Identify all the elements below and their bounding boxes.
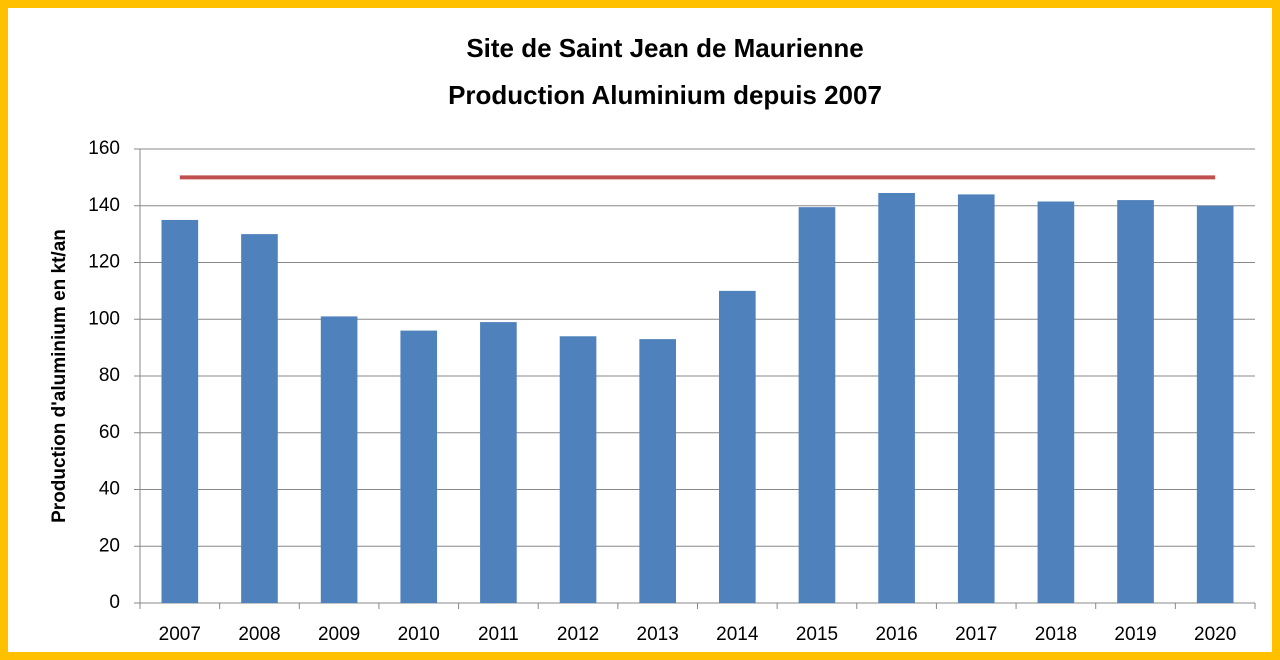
bar [161, 219, 199, 603]
bar [320, 316, 358, 603]
x-tick-label: 2013 [637, 624, 679, 645]
bar [559, 336, 597, 603]
bar [1196, 205, 1234, 603]
x-tick-label: 2012 [557, 624, 599, 645]
y-tick-label: 20 [99, 535, 120, 556]
y-tick-label: 160 [88, 138, 120, 159]
bar [400, 330, 438, 603]
x-tick-label: 2019 [1114, 624, 1156, 645]
y-tick-label: 120 [88, 252, 120, 273]
y-tick-label: 40 [99, 479, 120, 500]
bar [639, 339, 676, 603]
x-tick-label: 2020 [1194, 624, 1236, 645]
bar [957, 194, 995, 603]
bar [1117, 200, 1154, 603]
x-tick-label: 2014 [716, 624, 759, 645]
y-tick-label: 0 [109, 592, 120, 613]
x-tick-label: 2015 [796, 624, 838, 645]
x-tick-label: 2018 [1035, 624, 1077, 645]
chart-title: Production Aluminium depuis 2007 [448, 80, 882, 110]
y-tick-label: 100 [88, 308, 120, 329]
x-tick-label: 2011 [478, 624, 519, 645]
bar [719, 290, 756, 603]
y-tick-label: 80 [99, 365, 120, 386]
y-tick-label: 140 [88, 195, 120, 216]
x-tick-label: 2010 [398, 624, 440, 645]
x-tick-label: 2009 [318, 624, 360, 645]
bar [1037, 201, 1075, 603]
x-tick-label: 2016 [875, 624, 917, 645]
x-tick-label: 2017 [955, 624, 997, 645]
y-tick-label: 60 [99, 422, 120, 443]
chart-title: Site de Saint Jean de Maurienne [466, 33, 863, 63]
bar [798, 207, 836, 603]
bar [878, 192, 915, 603]
bar [241, 234, 278, 603]
x-tick-label: 2007 [159, 624, 201, 645]
x-tick-label: 2008 [238, 624, 280, 645]
bar [480, 322, 517, 603]
y-axis-label: Production d'aluminium en kt/an [49, 229, 70, 523]
